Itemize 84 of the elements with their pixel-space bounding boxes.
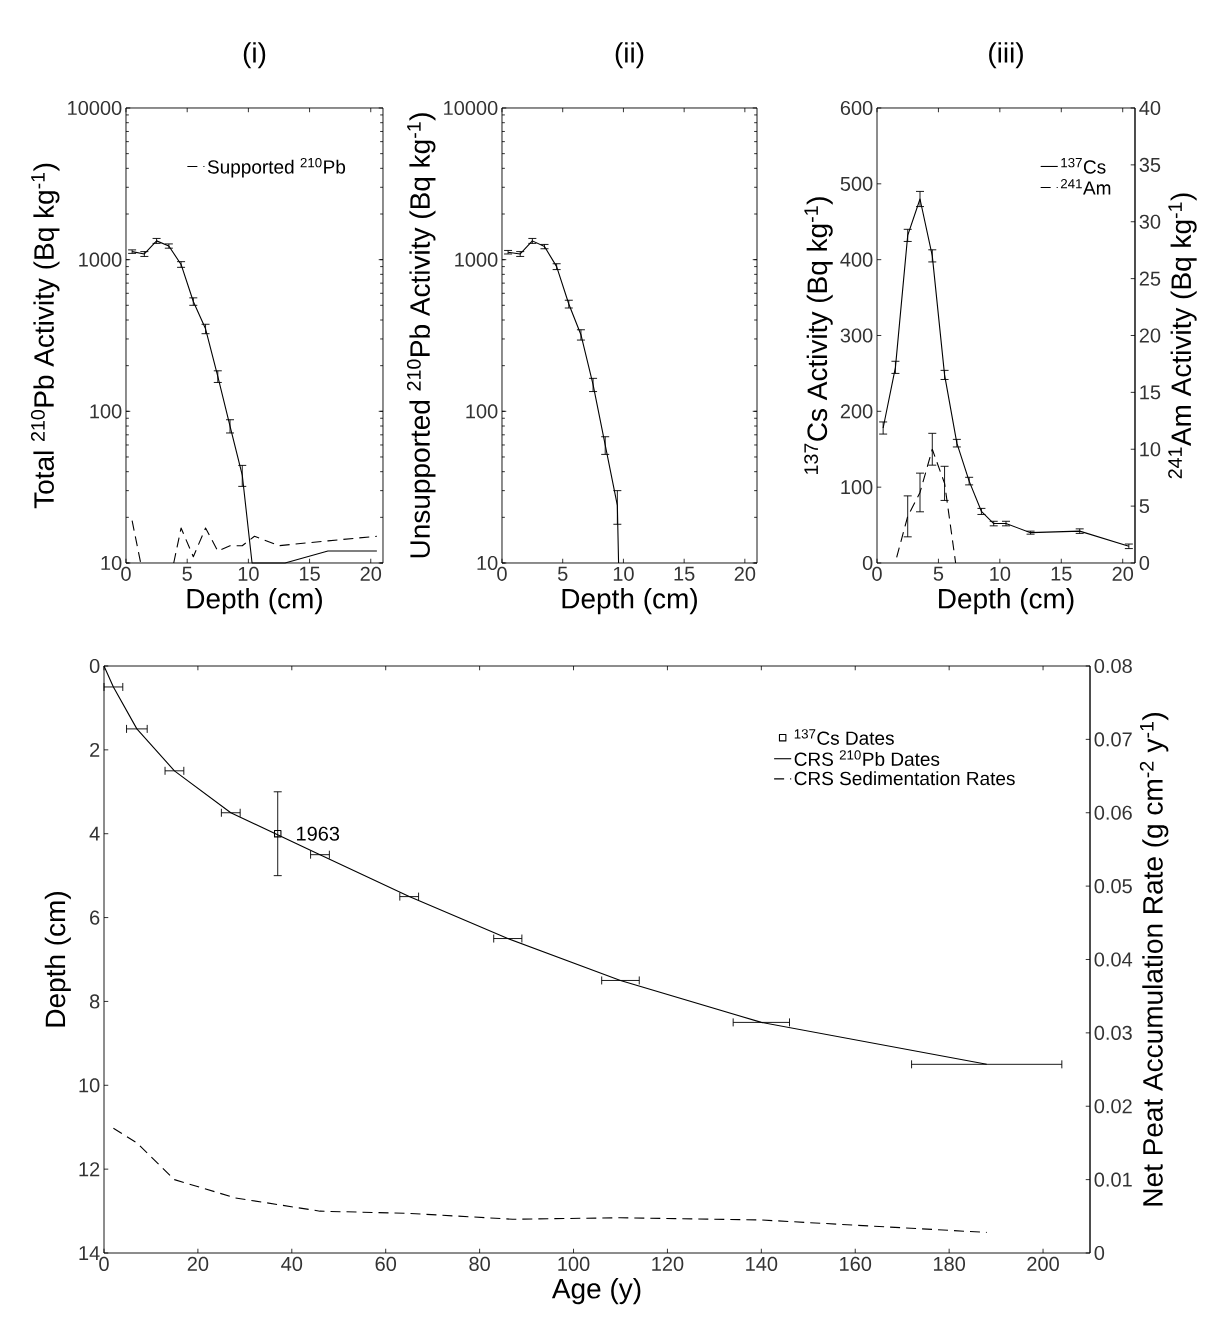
y2-axis-title: $^{241}$Am Activity (Bq kg$^{-1}$) [1168, 193, 1197, 479]
x-tick-label: 20 [734, 566, 756, 581]
y-tick-label: 100 [466, 404, 498, 419]
x-tick-label: 160 [840, 1256, 872, 1271]
x-tick-label: 180 [933, 1256, 966, 1271]
y2-tick-label: 0.02 [1094, 1099, 1132, 1114]
y-axis-title: Unsupported $^{210}$Pb Activity (Bq kg$^{-1}$) [406, 113, 436, 558]
y2-tick-label: 0.07 [1094, 732, 1132, 747]
x-axis-title: Depth (cm) [562, 588, 697, 615]
x-tick-label: 120 [652, 1256, 684, 1271]
x-tick-label: 20 [1112, 566, 1134, 581]
x-tick-label: 40 [281, 1256, 303, 1271]
y2-tick-label: 0.03 [1094, 1025, 1132, 1040]
x-axis-title: Depth (cm) [187, 588, 322, 615]
y-tick-label: 10000 [68, 100, 122, 116]
x-tick-label: 5 [182, 566, 192, 581]
x-tick-label: 20 [360, 566, 382, 581]
y-tick-label: 100 [90, 404, 122, 419]
legend-label: Supported $^{210}$Pb [207, 157, 346, 178]
y-tick-label: 10 [101, 555, 122, 571]
x-tick-label: 5 [557, 566, 568, 581]
x-tick-label: 5 [933, 566, 944, 581]
chart-title: (ii) [615, 42, 644, 69]
y-axis-title: $^{137}$Cs Activity (Bq kg$^{-1}$) [804, 197, 833, 474]
y2-tick-label: 25 [1139, 271, 1161, 286]
y2-tick-label: 10 [1140, 442, 1161, 457]
y-tick-label: 12 [79, 1162, 100, 1177]
x-tick-label: 15 [1051, 566, 1072, 581]
y-tick-label: 4 [89, 826, 100, 841]
y-tick-label: 10 [477, 555, 498, 571]
x-tick-label: 100 [558, 1256, 590, 1271]
y-tick-label: 2 [90, 742, 100, 757]
y2-axis-title: Net Peat Accumulation Rate (g cm$^{-2}$ y$^{-1}$) [1139, 713, 1169, 1206]
y2-tick-label: 0 [1139, 555, 1150, 571]
y-tick-label: 200 [840, 404, 873, 419]
x-tick-label: 15 [299, 566, 320, 581]
x-tick-label: 60 [375, 1256, 397, 1271]
y-axis-title: Depth (cm) [44, 892, 71, 1027]
y-tick-label: 8 [89, 994, 100, 1009]
x-tick-label: 140 [746, 1256, 778, 1271]
y-tick-label: 300 [840, 328, 873, 343]
y-tick-label: 14 [79, 1246, 100, 1260]
y2-tick-label: 5 [1139, 499, 1150, 514]
y-tick-label: 0 [862, 555, 873, 571]
y2-tick-label: 35 [1139, 157, 1161, 172]
annotation: 1963 [297, 826, 340, 841]
y-axis-title: Total $^{210}$Pb Activity (Bq kg$^{-1}$) [30, 163, 60, 509]
y2-tick-label: 0.06 [1094, 805, 1132, 820]
chart-title: (iii) [989, 42, 1023, 69]
legend-label: $^{241}$Am [1060, 179, 1111, 195]
x-tick-label: 200 [1027, 1256, 1059, 1271]
legend-label: $^{137}$Cs [1061, 157, 1106, 174]
x-axis-title: Depth (cm) [939, 588, 1074, 615]
line-series [112, 1127, 988, 1233]
y-tick-label: 600 [840, 100, 873, 116]
y-tick-label: 10 [79, 1078, 100, 1093]
legend-label: $^{137}$Cs Dates [794, 729, 894, 745]
y-tick-label: 1000 [455, 252, 498, 267]
legend-label: CRS Sedimentation Rates [794, 771, 1015, 786]
y-tick-label: 100 [841, 480, 873, 495]
x-tick-label: 20 [187, 1256, 209, 1271]
y2-tick-label: 0 [1094, 1245, 1105, 1261]
x-axis-title: Age (y) [551, 1278, 641, 1305]
y-tick-label: 6 [90, 910, 100, 925]
x-tick-label: 10 [613, 566, 634, 581]
y-tick-label: 400 [840, 252, 873, 267]
y-tick-label: 1000 [79, 252, 122, 267]
x-tick-label: 10 [238, 566, 259, 581]
y-tick-label: 10000 [444, 100, 498, 116]
y2-tick-label: 30 [1139, 214, 1161, 229]
x-tick-label: 10 [990, 566, 1011, 581]
x-tick-label: 15 [674, 566, 695, 581]
y-tick-label: 500 [840, 176, 873, 191]
y2-tick-label: 40 [1139, 100, 1161, 116]
y2-tick-label: 0.04 [1094, 952, 1133, 967]
x-tick-label: 80 [469, 1256, 490, 1271]
y2-tick-label: 0.08 [1094, 658, 1132, 674]
y2-tick-label: 0.05 [1094, 879, 1132, 894]
chart-title: (i) [243, 42, 266, 69]
y2-tick-label: 15 [1140, 385, 1161, 400]
y-tick-label: 0 [89, 658, 100, 674]
legend-label: CRS $^{210}$Pb Dates [794, 750, 940, 766]
y2-tick-label: 0.01 [1094, 1172, 1132, 1187]
y2-tick-label: 20 [1139, 328, 1161, 343]
